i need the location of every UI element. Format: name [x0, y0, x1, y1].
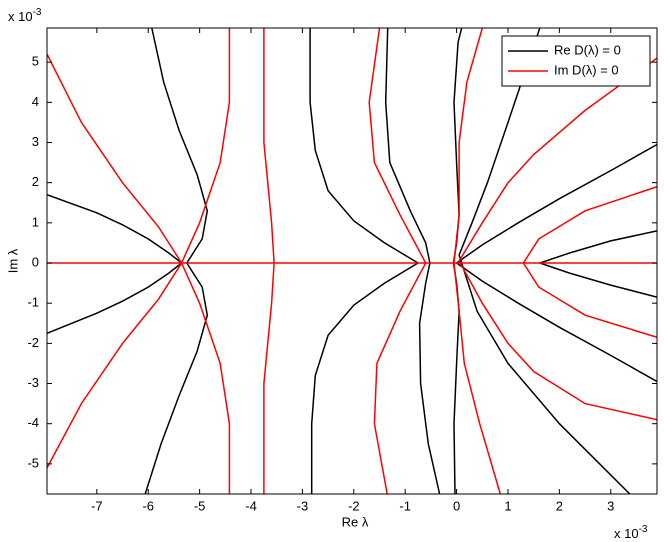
y-axis-label: Im λ [5, 248, 20, 273]
legend: Re D(λ) = 0 Im D(λ) = 0 [501, 35, 651, 87]
y-multiplier: x 10-3 [8, 7, 42, 25]
plot-frame [46, 27, 658, 495]
x-tick-label: -6 [142, 498, 154, 513]
y-multiplier-base: x 10 [8, 9, 33, 24]
legend-box [501, 35, 651, 87]
contour-line [180, 28, 231, 494]
contour-line [263, 28, 275, 494]
x-tick-label: -3 [297, 498, 309, 513]
y-tick-label: 1 [32, 214, 39, 229]
x-tick-label: -4 [245, 498, 257, 513]
contour-line [458, 28, 631, 494]
legend-label: Re D(λ) = 0 [554, 42, 621, 57]
y-tick-label: -3 [27, 375, 39, 390]
y-tick-label: -1 [27, 295, 39, 310]
y-tick-label: 5 [32, 54, 39, 69]
y-tick-label: -4 [27, 415, 39, 430]
x-tick-label: 0 [453, 498, 460, 513]
contour-line [453, 28, 502, 494]
curves [47, 28, 657, 494]
x-axis-label: Re λ [342, 514, 369, 529]
x-tick-label: -7 [91, 498, 103, 513]
plot-area [47, 28, 657, 494]
contour-line [368, 28, 427, 494]
contour-line [522, 185, 657, 339]
y-tick-label: 3 [32, 134, 39, 149]
y-tick-label: 0 [32, 254, 39, 269]
x-tick-label: 1 [504, 498, 511, 513]
y-tick-label: 4 [32, 94, 39, 109]
y-tick-label: 2 [32, 174, 39, 189]
y-multiplier-exponent: -3 [33, 7, 42, 18]
legend-label: Im D(λ) = 0 [554, 62, 619, 77]
x-tick-label: 3 [607, 498, 614, 513]
x-tick-label: -5 [194, 498, 206, 513]
x-tick-label: -2 [348, 498, 360, 513]
x-tick-label: 2 [556, 498, 563, 513]
x-multiplier: x 10-3 [614, 524, 648, 542]
y-tick-label: -5 [27, 455, 39, 470]
contour-line [458, 57, 657, 421]
axes: -7 -6 -5 -4 -3 -2 -1 0 1 2 3 -5 -4 -3 -2 -1 0 1 2 3 4 5 [27, 28, 657, 513]
x-tick-label: -1 [399, 498, 411, 513]
x-multiplier-base: x 10 [614, 526, 639, 541]
y-tick-label: -2 [27, 335, 39, 350]
x-multiplier-exponent: -3 [639, 524, 648, 535]
